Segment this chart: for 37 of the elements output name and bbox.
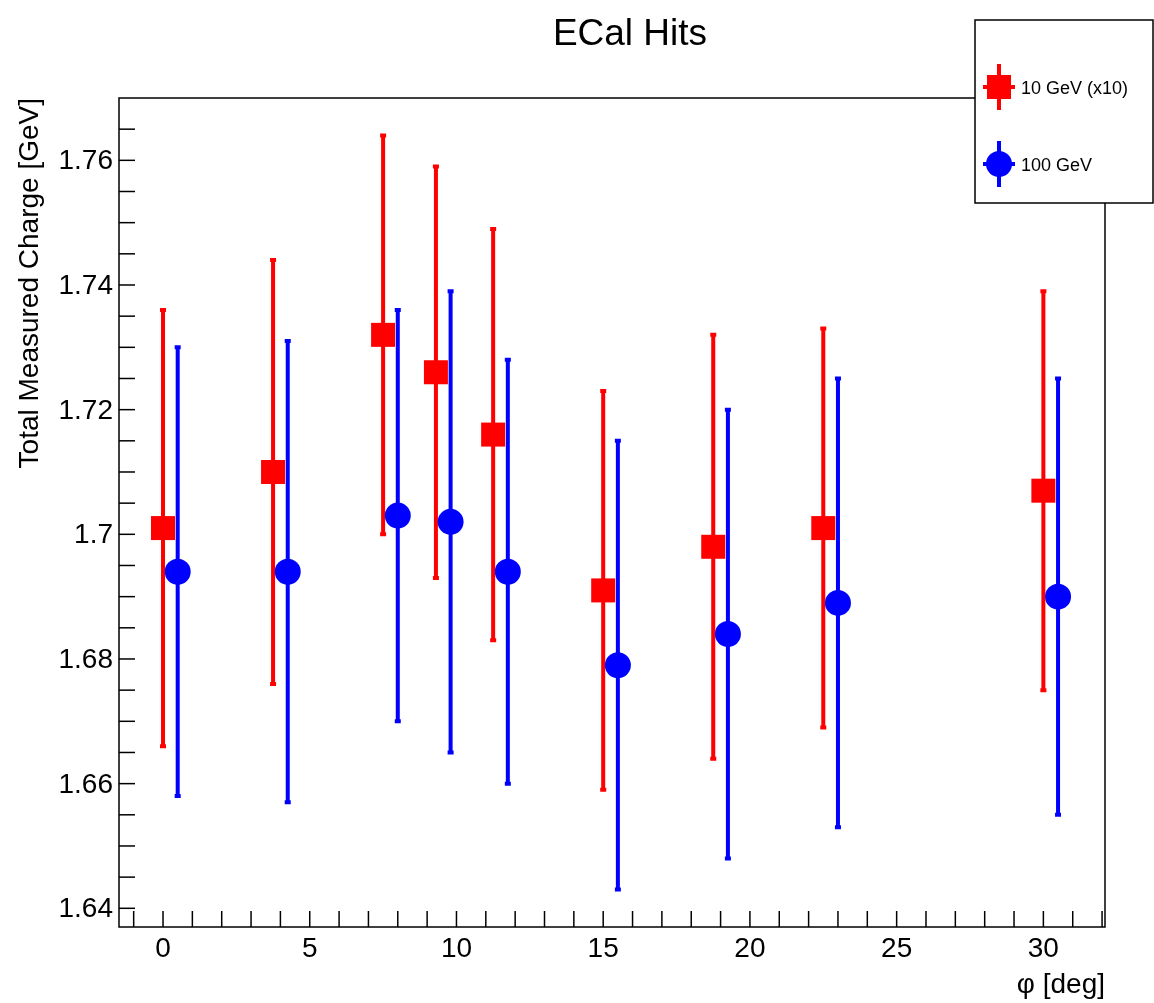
x-tick-label: 0 bbox=[155, 931, 171, 963]
point bbox=[164, 558, 191, 585]
y-tick-label: 1.66 bbox=[58, 767, 113, 799]
point bbox=[604, 652, 631, 679]
y-tick-label: 1.64 bbox=[58, 892, 113, 924]
point bbox=[714, 621, 741, 648]
x-tick-label: 25 bbox=[881, 931, 913, 963]
point bbox=[371, 322, 396, 347]
point bbox=[494, 558, 521, 585]
y-tick-label: 1.76 bbox=[58, 144, 113, 176]
x-tick-label: 20 bbox=[734, 931, 766, 963]
point bbox=[274, 558, 301, 585]
y-tick-label: 1.68 bbox=[58, 642, 113, 674]
x-tick-label: 10 bbox=[440, 931, 473, 963]
y-axis-title: Total Measured Charge [GeV] bbox=[13, 98, 44, 469]
point bbox=[423, 360, 448, 385]
point bbox=[824, 589, 851, 616]
x-tick-label: 15 bbox=[587, 931, 619, 963]
y-tick-label: 1.72 bbox=[58, 393, 113, 425]
y-tick-label: 1.74 bbox=[58, 268, 113, 300]
point bbox=[1031, 478, 1056, 503]
point bbox=[481, 422, 506, 447]
legend-label: 10 GeV (x10) bbox=[1021, 78, 1129, 98]
point bbox=[1045, 583, 1072, 610]
y-tick-label: 1.7 bbox=[74, 518, 113, 550]
point bbox=[591, 578, 616, 603]
legend-label: 100 GeV bbox=[1021, 155, 1093, 175]
x-tick-label: 5 bbox=[301, 931, 318, 963]
x-tick-label: 30 bbox=[1027, 931, 1059, 963]
point bbox=[151, 516, 176, 541]
x-axis-title: φ [deg] bbox=[1016, 968, 1105, 999]
point bbox=[437, 508, 464, 535]
point bbox=[701, 534, 726, 559]
point bbox=[384, 502, 411, 529]
point bbox=[261, 459, 286, 484]
point bbox=[811, 516, 836, 541]
chart-title: ECal Hits bbox=[552, 12, 708, 53]
